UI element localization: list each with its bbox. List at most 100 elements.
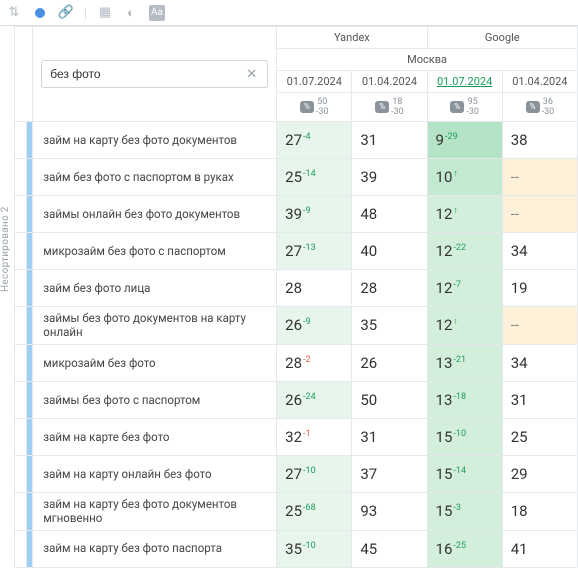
row-handle[interactable] xyxy=(15,270,27,307)
table-row: займ на карту онлайн без фото27-103715-1… xyxy=(15,455,578,492)
rank-cell[interactable]: 19 xyxy=(502,270,577,307)
keyword-cell[interactable]: займы без фото с паспортом xyxy=(33,381,277,418)
rank-cell[interactable]: 27-10 xyxy=(277,455,352,492)
rank-cell[interactable]: 35-10 xyxy=(277,530,352,567)
date-header[interactable]: 01.04.2024 xyxy=(502,71,577,93)
row-handle[interactable] xyxy=(15,455,27,492)
rank-cell[interactable]: 45 xyxy=(352,530,427,567)
rank-cell[interactable]: 27-4 xyxy=(277,122,352,159)
rank-cell[interactable]: 34 xyxy=(502,233,577,270)
toolbar: ⇅ 🔗 | ▦ ◐ Aa xyxy=(0,0,578,26)
rank-cell[interactable]: 10↑ xyxy=(427,159,502,196)
keyword-cell[interactable]: займ на карту онлайн без фото xyxy=(33,455,277,492)
aa-icon[interactable]: Aa xyxy=(149,5,165,21)
keyword-cell[interactable]: займы без фото документов на карту онлай… xyxy=(33,307,277,345)
table-row: займы без фото с паспортом26-245013-1831 xyxy=(15,381,578,418)
row-handle[interactable] xyxy=(15,196,27,233)
rank-cell[interactable]: 41 xyxy=(502,530,577,567)
region-header[interactable]: Москва xyxy=(277,49,578,71)
search-input[interactable] xyxy=(50,67,244,81)
rank-cell[interactable]: 27-13 xyxy=(277,233,352,270)
rank-cell[interactable]: 12↑ xyxy=(427,196,502,233)
rank-cell[interactable]: 9-29 xyxy=(427,122,502,159)
table-row: займ на карте без фото32-13115-1025 xyxy=(15,418,578,455)
rank-cell[interactable]: 37 xyxy=(352,455,427,492)
rank-cell[interactable]: 16-25 xyxy=(427,530,502,567)
rank-cell[interactable]: 25-68 xyxy=(277,492,352,530)
date-header[interactable]: 01.07.2024 xyxy=(277,71,352,93)
engine-header-google[interactable]: Google xyxy=(427,27,577,49)
rank-cell[interactable]: 38 xyxy=(502,122,577,159)
row-handle[interactable] xyxy=(15,159,27,196)
row-handle[interactable] xyxy=(15,233,27,270)
date-header[interactable]: 01.04.2024 xyxy=(352,71,427,93)
rank-cell[interactable]: 31 xyxy=(502,381,577,418)
rank-cell[interactable]: 48 xyxy=(352,196,427,233)
sort-group-label: Несортировано 2 xyxy=(0,26,14,512)
keyword-cell[interactable]: займ на карте без фото xyxy=(33,418,277,455)
rank-cell[interactable]: 39-9 xyxy=(277,196,352,233)
rank-cell[interactable]: 34 xyxy=(502,344,577,381)
rank-cell[interactable]: 15-10 xyxy=(427,418,502,455)
row-handle[interactable] xyxy=(15,381,27,418)
table-row: микрозайм без фото28-22613-2134 xyxy=(15,344,578,381)
rank-table: ✕ Yandex Google Москва 01.07.202401.04.2… xyxy=(14,26,578,568)
rank-cell[interactable]: 13-21 xyxy=(427,344,502,381)
rank-cell[interactable]: 15-3 xyxy=(427,492,502,530)
date-header[interactable]: 01.07.2024 xyxy=(427,71,502,93)
row-handle[interactable] xyxy=(15,530,27,567)
engine-header-yandex[interactable]: Yandex xyxy=(277,27,427,49)
dot-icon[interactable] xyxy=(32,5,48,21)
keyword-cell[interactable]: займ без фото с паспортом в руках xyxy=(33,159,277,196)
rank-cell[interactable]: 28 xyxy=(277,270,352,307)
keyword-cell[interactable]: займ на карту без фото паспорта xyxy=(33,530,277,567)
row-handle[interactable] xyxy=(15,307,27,345)
rank-cell[interactable]: 18 xyxy=(502,492,577,530)
row-handle[interactable] xyxy=(15,418,27,455)
rank-cell[interactable]: 31 xyxy=(352,122,427,159)
table-row: займы онлайн без фото документов39-94812… xyxy=(15,196,578,233)
grid-icon[interactable]: ▦ xyxy=(97,5,113,21)
rank-cell[interactable]: 93 xyxy=(352,492,427,530)
sort-icon[interactable]: ⇅ xyxy=(6,5,22,21)
keyword-cell[interactable]: займы онлайн без фото документов xyxy=(33,196,277,233)
rank-cell[interactable]: 28-2 xyxy=(277,344,352,381)
rank-cell[interactable]: -- xyxy=(502,196,577,233)
table-row: займ на карту без фото документов27-4319… xyxy=(15,122,578,159)
rank-cell[interactable]: 12-7 xyxy=(427,270,502,307)
rank-cell[interactable]: 31 xyxy=(352,418,427,455)
rank-cell[interactable]: 28 xyxy=(352,270,427,307)
rank-cell[interactable]: 26-9 xyxy=(277,307,352,345)
rank-cell[interactable]: 29 xyxy=(502,455,577,492)
rank-cell[interactable]: 15-14 xyxy=(427,455,502,492)
rank-cell[interactable]: -- xyxy=(502,159,577,196)
rank-cell[interactable]: 35 xyxy=(352,307,427,345)
row-handle[interactable] xyxy=(15,122,27,159)
keyword-cell[interactable]: микрозайм без фото xyxy=(33,344,277,381)
table-row: займ на карту без фото паспорта35-104516… xyxy=(15,530,578,567)
keyword-cell[interactable]: микрозайм без фото с паспортом xyxy=(33,233,277,270)
rank-cell[interactable]: -- xyxy=(502,307,577,345)
rank-cell[interactable]: 12-22 xyxy=(427,233,502,270)
rank-cell[interactable]: 13-18 xyxy=(427,381,502,418)
contrast-icon[interactable]: ◐ xyxy=(123,5,139,21)
row-handle[interactable] xyxy=(15,344,27,381)
link-icon[interactable]: 🔗 xyxy=(58,5,74,21)
keyword-cell[interactable]: займ на карту без фото документов xyxy=(33,122,277,159)
rank-cell[interactable]: 32-1 xyxy=(277,418,352,455)
search-input-wrap: ✕ xyxy=(41,60,268,88)
rank-cell[interactable]: 25 xyxy=(502,418,577,455)
rank-cell[interactable]: 26-24 xyxy=(277,381,352,418)
rank-cell[interactable]: 26 xyxy=(352,344,427,381)
keyword-cell[interactable]: займ на карту без фото документов мгнове… xyxy=(33,492,277,530)
keyword-cell[interactable]: займ без фото лица xyxy=(33,270,277,307)
rank-cell[interactable]: 39 xyxy=(352,159,427,196)
table-row: займы без фото документов на карту онлай… xyxy=(15,307,578,345)
row-handle[interactable] xyxy=(15,492,27,530)
rank-cell[interactable]: 50 xyxy=(352,381,427,418)
rank-cell[interactable]: 12↑ xyxy=(427,307,502,345)
rank-cell[interactable]: 25-14 xyxy=(277,159,352,196)
table-row: займ без фото лица282812-719 xyxy=(15,270,578,307)
rank-cell[interactable]: 40 xyxy=(352,233,427,270)
clear-icon[interactable]: ✕ xyxy=(244,67,259,82)
